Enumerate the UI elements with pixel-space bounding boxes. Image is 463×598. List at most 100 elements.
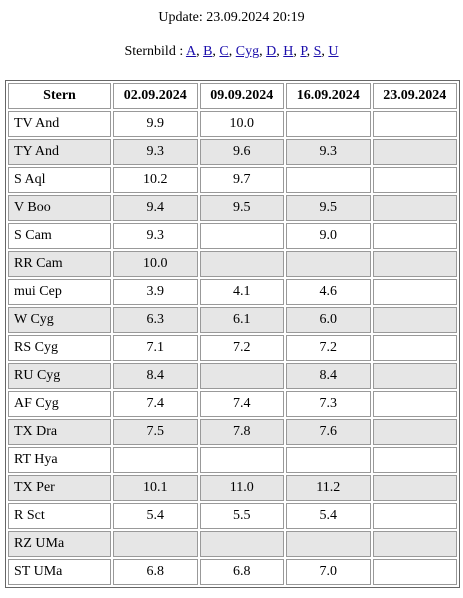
star-row: RS Cyg 7.1 7.2 7.2: [8, 335, 457, 361]
separator: ,: [212, 44, 216, 59]
magnitude-cell: 9.5: [286, 195, 371, 221]
magnitude-cell: 9.4: [113, 195, 198, 221]
magnitude-cell: 10.0: [113, 251, 198, 277]
star-name: S Cam: [8, 223, 111, 249]
magnitude-cell: [372, 503, 457, 529]
constellation-link[interactable]: H: [283, 44, 294, 59]
magnitude-cell: [199, 363, 284, 389]
nav-label: Sternbild :: [124, 44, 184, 59]
magnitude-cell: [199, 447, 284, 473]
star-row: ST UMa 6.8 6.8 7.0: [8, 559, 457, 585]
magnitude-cell: [372, 531, 457, 557]
magnitude-cell: 5.4: [113, 503, 198, 529]
magnitude-cell: 6.8: [113, 559, 198, 585]
star-name: RR Cam: [8, 251, 111, 277]
star-row: S Cam 9.3 9.0: [8, 223, 457, 249]
magnitude-cell: [372, 391, 457, 417]
constellation-link[interactable]: U: [328, 44, 339, 59]
column-header: 02.09.2024: [113, 83, 198, 109]
magnitude-cell: 5.5: [199, 503, 284, 529]
star-row: TX Per 10.1 11.0 11.2: [8, 475, 457, 501]
magnitude-cell: [199, 531, 284, 557]
star-name: V Boo: [8, 195, 111, 221]
magnitude-cell: 6.0: [286, 307, 371, 333]
magnitude-cell: [372, 223, 457, 249]
star-name: R Sct: [8, 503, 111, 529]
magnitude-cell: [286, 531, 371, 557]
star-row: RZ UMa: [8, 531, 457, 557]
magnitude-cell: 3.9: [113, 279, 198, 305]
magnitude-cell: [286, 447, 371, 473]
constellation-link[interactable]: B: [203, 44, 213, 59]
magnitude-cell: [372, 279, 457, 305]
magnitude-cell: 7.2: [286, 335, 371, 361]
magnitude-cell: [372, 363, 457, 389]
separator: ,: [293, 44, 297, 59]
magnitude-cell: [372, 139, 457, 165]
magnitude-cell: 8.4: [113, 363, 198, 389]
magnitude-cell: 6.1: [199, 307, 284, 333]
magnitude-cell: [372, 475, 457, 501]
star-name: TX Dra: [8, 419, 111, 445]
star-name: RT Hya: [8, 447, 111, 473]
star-row: TX Dra 7.5 7.8 7.6: [8, 419, 457, 445]
magnitude-cell: [286, 251, 371, 277]
star-row: RT Hya: [8, 447, 457, 473]
constellation-nav: Sternbild : A, B, C, Cyg, D, H, P, S, U: [0, 44, 463, 60]
magnitude-cell: 4.1: [199, 279, 284, 305]
magnitude-cell: [113, 531, 198, 557]
magnitude-cell: 7.1: [113, 335, 198, 361]
column-header: 16.09.2024: [286, 83, 371, 109]
constellation-link[interactable]: P: [300, 44, 307, 59]
magnitude-cell: 7.6: [286, 419, 371, 445]
star-name: mui Cep: [8, 279, 111, 305]
magnitude-cell: [199, 251, 284, 277]
star-name: RS Cyg: [8, 335, 111, 361]
star-row: V Boo 9.4 9.5 9.5: [8, 195, 457, 221]
star-name: AF Cyg: [8, 391, 111, 417]
star-name: TX Per: [8, 475, 111, 501]
magnitude-cell: 10.1: [113, 475, 198, 501]
magnitude-cell: [199, 223, 284, 249]
star-row: RR Cam 10.0: [8, 251, 457, 277]
star-name: RZ UMa: [8, 531, 111, 557]
magnitude-cell: 6.3: [113, 307, 198, 333]
star-name: TY And: [8, 139, 111, 165]
magnitude-cell: 5.4: [286, 503, 371, 529]
star-row: TY And 9.3 9.6 9.3: [8, 139, 457, 165]
separator: ,: [228, 44, 233, 59]
star-row: RU Cyg 8.4 8.4: [8, 363, 457, 389]
constellation-link[interactable]: C: [219, 44, 229, 59]
constellation-link[interactable]: Cyg: [235, 44, 260, 59]
magnitude-cell: [372, 167, 457, 193]
magnitude-cell: 7.4: [199, 391, 284, 417]
magnitude-cell: 6.8: [199, 559, 284, 585]
magnitude-cell: 11.2: [286, 475, 371, 501]
magnitude-cell: [372, 307, 457, 333]
constellation-link[interactable]: S: [313, 44, 322, 59]
magnitude-cell: 7.4: [113, 391, 198, 417]
magnitude-cell: 9.3: [113, 139, 198, 165]
star-row: S Aql 10.2 9.7: [8, 167, 457, 193]
constellation-link[interactable]: A: [185, 44, 197, 59]
update-time: Update: 23.09.2024 20:19: [158, 10, 305, 25]
magnitude-cell: 4.6: [286, 279, 371, 305]
star-name: W Cyg: [8, 307, 111, 333]
magnitude-cell: 10.2: [113, 167, 198, 193]
magnitude-cell: 9.5: [199, 195, 284, 221]
magnitude-cell: 9.3: [286, 139, 371, 165]
magnitude-cell: 9.9: [113, 111, 198, 137]
column-header: 09.09.2024: [199, 83, 284, 109]
magnitude-cell: 7.2: [199, 335, 284, 361]
star-name: S Aql: [8, 167, 111, 193]
star-row: mui Cep 3.9 4.1 4.6: [8, 279, 457, 305]
magnitude-cell: [372, 419, 457, 445]
star-name: RU Cyg: [8, 363, 111, 389]
magnitude-table: Stern 02.09.2024 09.09.2024 16.09.2024 23.09…: [5, 80, 460, 588]
column-header: 23.09.2024: [372, 83, 457, 109]
magnitude-cell: [372, 251, 457, 277]
magnitude-cell: 9.0: [286, 223, 371, 249]
separator: ,: [306, 44, 311, 59]
constellation-link[interactable]: D: [266, 44, 277, 59]
